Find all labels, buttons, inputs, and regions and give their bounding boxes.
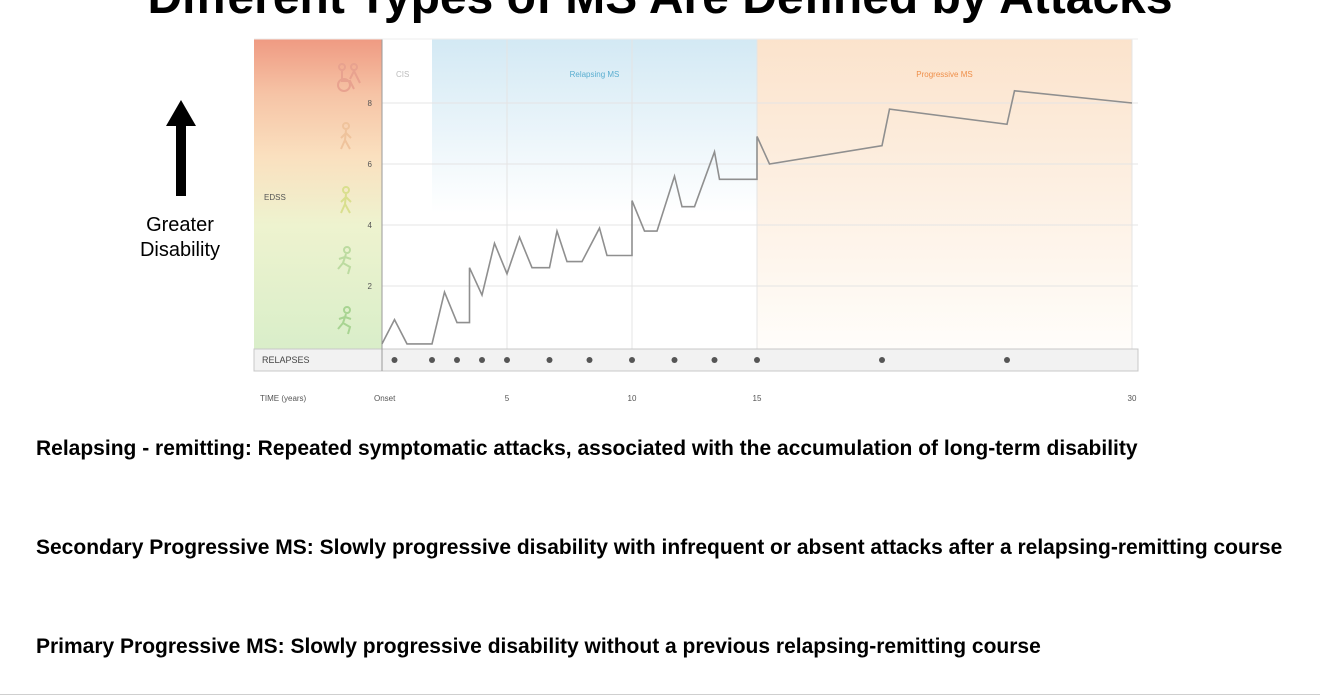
edss-line: [381, 89, 1133, 345]
disability-label-line-2: Disability: [139, 239, 221, 261]
relapse-strip: [253, 348, 1139, 372]
phase-band: [757, 39, 1132, 349]
relapsing-remitting-description: Relapsing - remitting: Repeated symptoma…: [36, 437, 1138, 460]
relapse-dot: [479, 357, 485, 363]
walking-person-icon: [340, 186, 352, 214]
wheelchair-icon: [337, 63, 361, 92]
walking-person-icon: [340, 122, 352, 150]
running-person-icon: [337, 246, 352, 275]
greater-disability-label: Greater Disability: [110, 213, 250, 263]
phase-band: [432, 39, 757, 213]
y-tick-label: 2: [368, 282, 373, 291]
x-tick-label: Onset: [374, 394, 396, 403]
bottom-divider: [0, 694, 1320, 695]
phase-label: Relapsing MS: [570, 70, 620, 79]
relapse-dot: [391, 357, 398, 363]
x-tick-label: 5: [505, 394, 510, 403]
x-tick-label: 10: [628, 394, 637, 403]
edss-scale-band: [254, 39, 382, 349]
up-arrow-icon: [166, 100, 196, 196]
y-tick-label: 6: [368, 160, 373, 169]
x-tick-label: 30: [1128, 394, 1137, 403]
relapse-dot: [429, 357, 435, 363]
relapse-dot: [629, 357, 635, 363]
y-tick-label: 4: [368, 221, 373, 230]
running-person-icon: [337, 306, 352, 335]
edss-chart: CIS Relapsing MS Progressive MS 2 4 6 8 EDSS REL…: [253, 38, 1139, 403]
disability-label-line-1: Greater: [146, 214, 214, 236]
relapse-dot: [671, 357, 678, 363]
relapse-dot: [879, 357, 885, 363]
x-tick-label: 15: [753, 394, 762, 403]
primary-progressive-description: Primary Progressive MS: Slowly progressi…: [36, 635, 1041, 658]
relapse-dot: [586, 357, 593, 363]
relapse-dot: [711, 357, 718, 363]
secondary-progressive-description: Secondary Progressive MS: Slowly progres…: [36, 536, 1283, 559]
slide-title: Different Types of MS Are Defined by Att…: [0, 0, 1320, 26]
relapse-dot: [754, 357, 760, 363]
phase-label: Progressive MS: [916, 70, 972, 79]
phase-label: CIS: [396, 70, 409, 79]
relapse-dot: [504, 357, 510, 363]
relapse-dot: [546, 357, 553, 363]
x-axis-label: TIME (years): [260, 394, 307, 403]
y-axis-label: EDSS: [264, 193, 286, 202]
relapse-dot: [454, 357, 460, 363]
y-tick-label: 8: [368, 99, 373, 108]
relapse-dot: [1004, 357, 1010, 363]
relapses-label: RELAPSES: [262, 355, 310, 365]
